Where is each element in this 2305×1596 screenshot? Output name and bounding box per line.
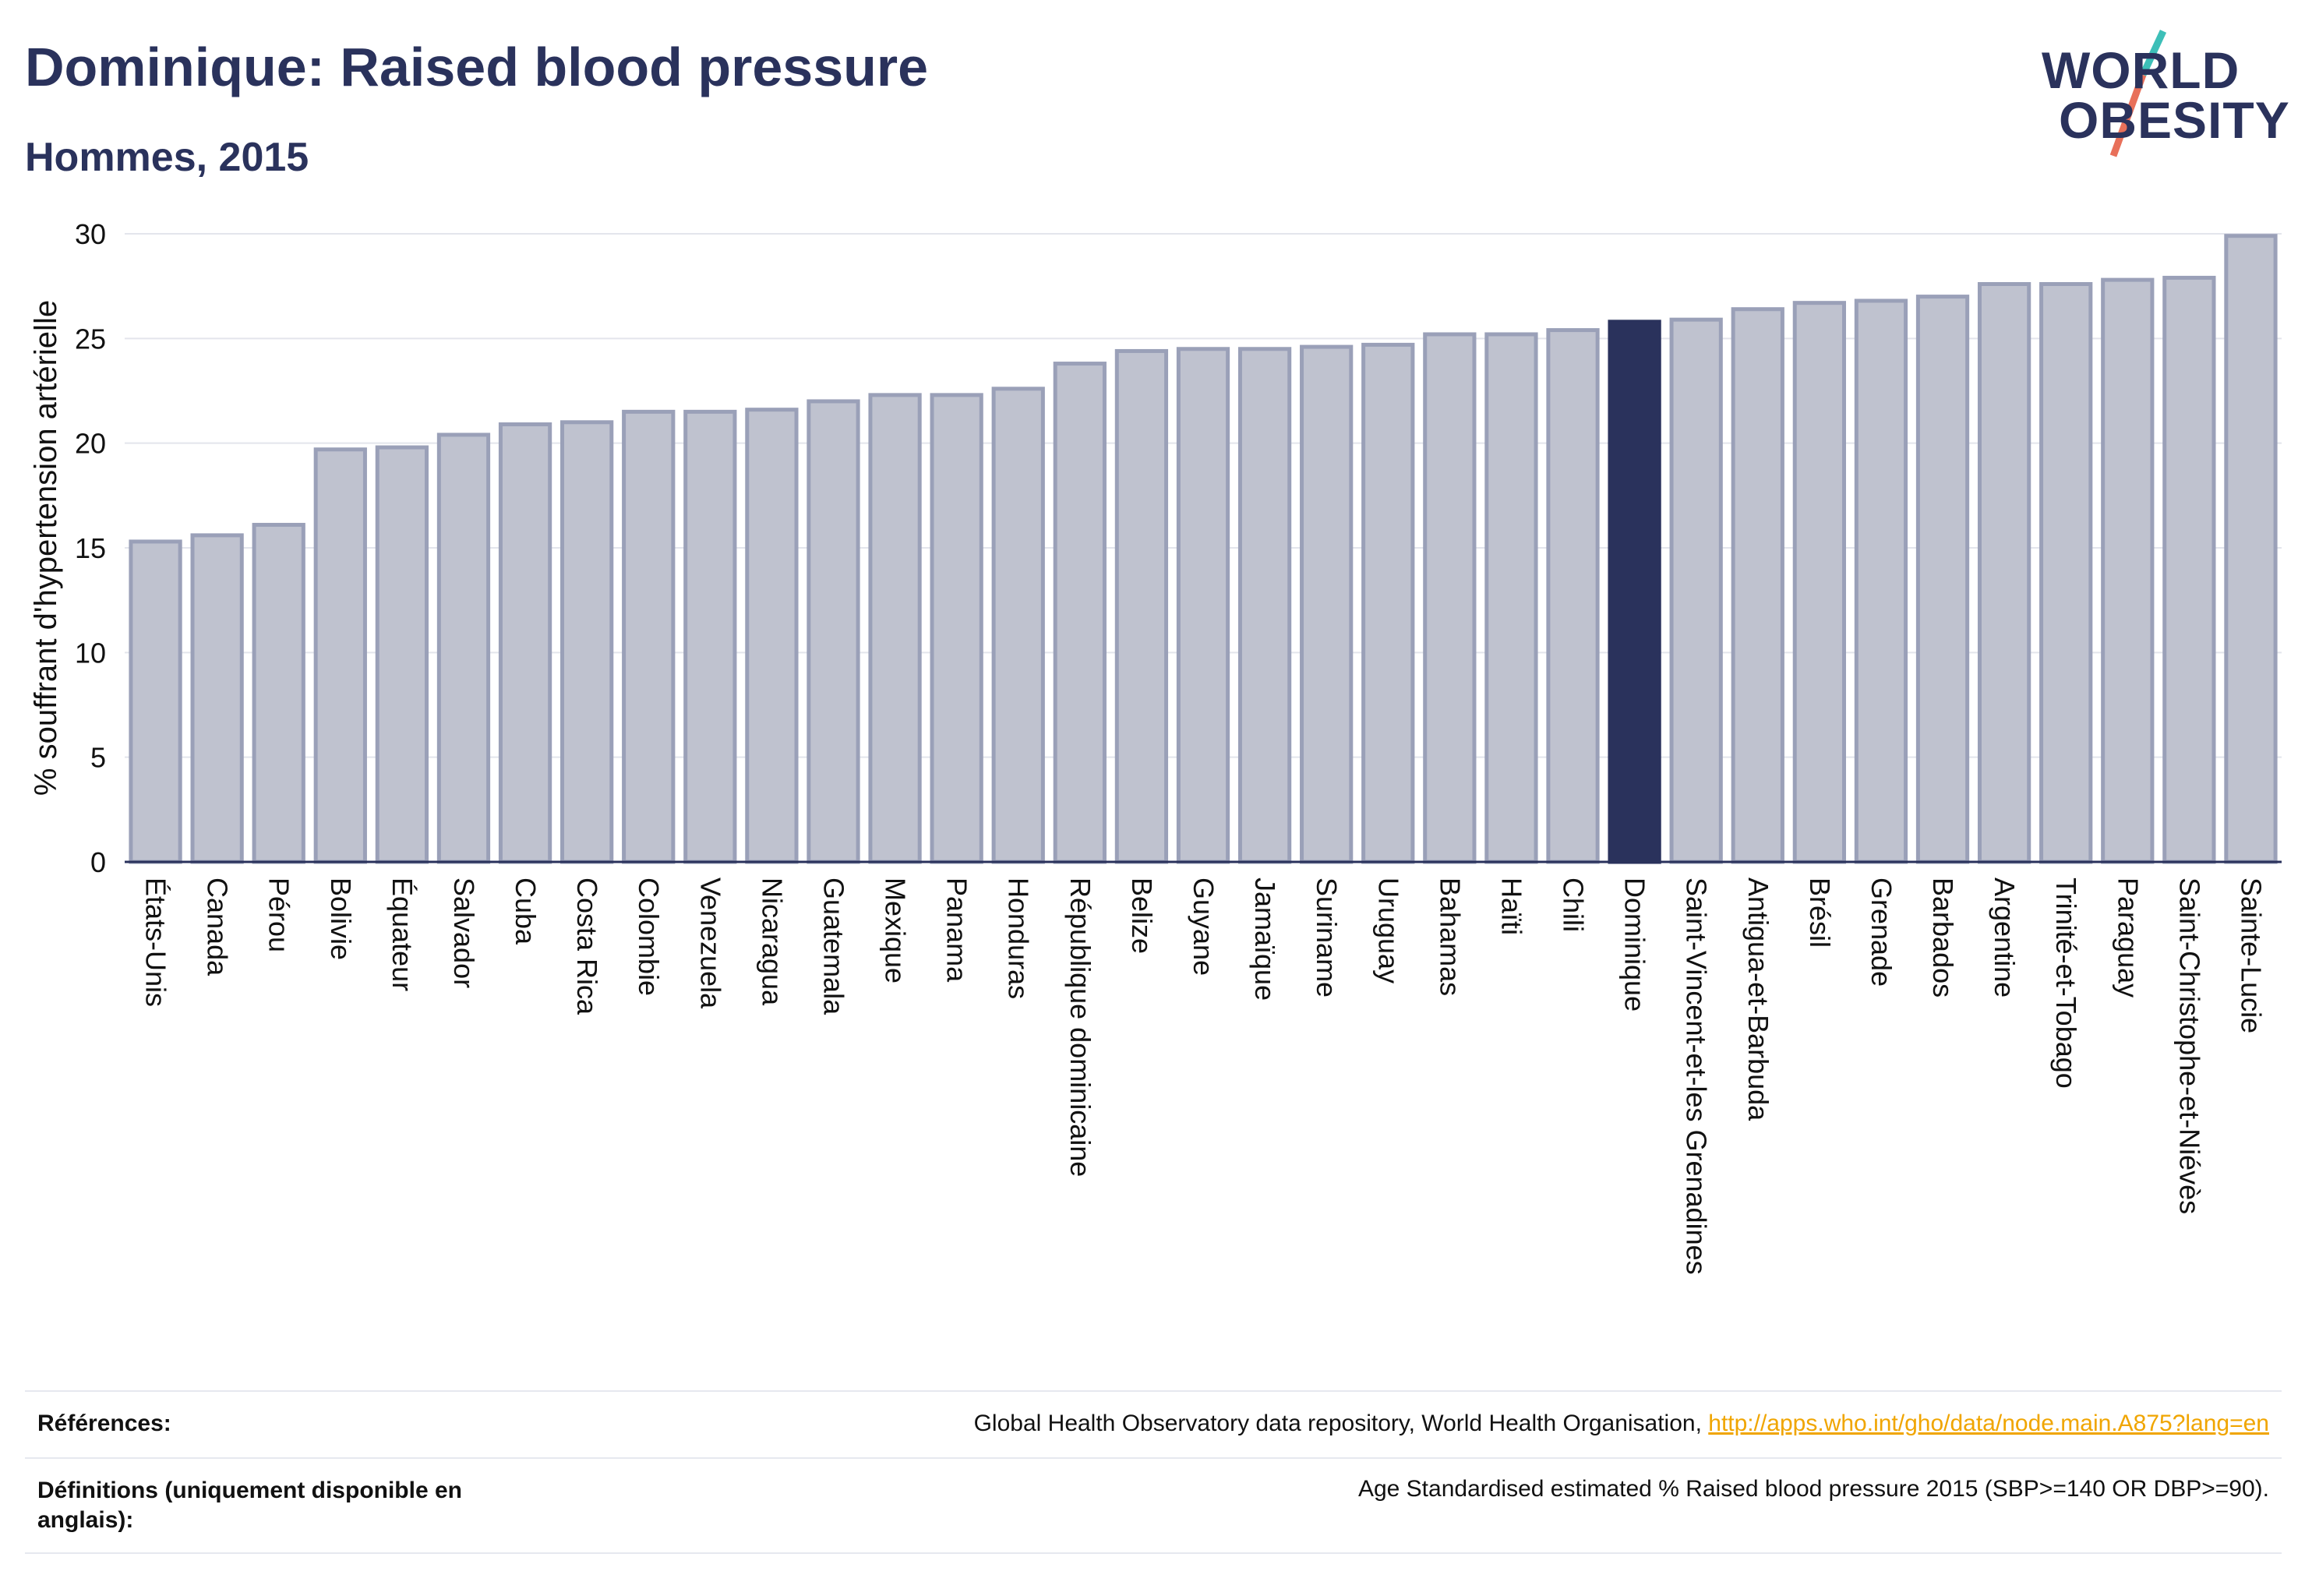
logo-text-obesity: OBESITY [2059,91,2290,149]
bar [1423,332,1477,864]
y-tick-label: 0 [90,846,106,878]
x-tick-label: Colombie [633,877,665,996]
references-value: Global Health Observatory data repositor… [974,1411,2269,1437]
chart-subtitle: Hommes, 2015 [25,135,309,180]
bar [1176,347,1230,864]
x-tick-label: Sainte-Lucie [2235,877,2267,1033]
x-tick-label: Barbados [1927,877,1959,998]
bar [129,539,182,864]
bar [1546,328,1600,864]
x-tick-label: Jamaïque [1249,877,1281,1001]
logo-text-world: WORLD [2042,41,2240,99]
bar [190,533,244,864]
x-tick-label: Argentine [1989,877,2021,998]
bar [1608,320,1661,864]
definitions-value: Age Standardised estimated % Raised bloo… [1357,1476,2269,1502]
x-tick-label: Uruguay [1372,877,1404,983]
bar [1669,317,1723,864]
bar [1053,362,1107,864]
x-tick-label: Panama [941,877,973,983]
bar [2101,277,2155,864]
definitions-label: Définitions (uniquement disponible en an… [37,1478,462,1533]
y-tick-label: 15 [75,532,106,564]
bar [375,445,429,864]
bar [1977,281,2031,864]
bar [1792,301,1846,864]
x-tick-label: Suriname [1311,877,1343,998]
x-tick-label: Honduras [1003,877,1035,999]
x-tick-label: Équateur [387,877,418,991]
bar [868,393,922,864]
x-tick-label: Guatemala [817,877,849,1015]
bar [2162,275,2216,864]
bar [683,409,737,864]
x-tick-label: Mexique [880,877,912,983]
bar-chart: 0 5 10 15 20 25 30 % souffrant d'hypertension a… [29,218,2282,1275]
x-tick-label: Costa Rica [571,877,603,1015]
y-tick-label: 25 [75,323,106,355]
x-tick-label: Saint-Christophe-et-Niévès [2173,877,2205,1214]
bar [252,522,305,864]
x-tick-label: Bahamas [1434,877,1466,996]
x-tick-label: Bolivie [325,877,357,960]
bar [1731,307,1784,864]
x-tick-label: Salvador [448,877,480,988]
bar [930,393,983,864]
references-row: Références: Global Health Observatory da… [25,1390,2282,1457]
bar [436,433,491,864]
references-link[interactable]: http://apps.who.int/gho/data/node.main.A… [1708,1411,2269,1436]
bar [560,420,614,864]
x-tick-label: Brésil [1804,877,1836,948]
y-tick-label: 20 [75,428,106,460]
chart-title: Dominique: Raised blood pressure [25,37,929,97]
bar [1854,298,1908,864]
bar [745,408,799,864]
bar [991,387,1045,864]
x-tick-label: Canada [202,877,234,976]
x-tick-label: République dominicaine [1064,877,1096,1177]
x-tick-label: Saint-Vincent-et-les Grenadines [1681,877,1713,1275]
x-tick-label: Venezuela [694,877,726,1009]
x-tick-label: Belize [1126,877,1158,954]
x-tick-label: Paraguay [2112,877,2144,998]
references-label: Références: [37,1411,171,1436]
bar [1300,344,1354,864]
x-tick-label: Cuba [510,877,542,945]
bar [498,422,552,864]
notes-section: Références: Global Health Observatory da… [25,1390,2282,1554]
logo-slash-icon [2109,30,2167,157]
bar [807,399,860,864]
bar [313,447,367,864]
y-tick-label: 30 [75,218,106,250]
x-tick-label: Grenade [1866,877,1897,987]
x-tick-label: Nicaragua [756,877,788,1006]
world-obesity-logo: WORLD OBESITY [2026,23,2291,164]
bar [1114,348,1169,864]
bar [1361,342,1415,864]
bar [1915,295,1970,864]
bar [2224,234,2278,864]
x-tick-label: Trinité-et-Tobago [2050,877,2082,1089]
x-tick-label: Antigua-et-Barbuda [1742,877,1774,1121]
definitions-row: Définitions (uniquement disponible en an… [25,1457,2282,1554]
x-tick-label: Chili [1558,877,1590,932]
x-tick-label: Dominique [1619,877,1651,1012]
bar [1484,332,1538,864]
bar [622,409,676,864]
y-tick-label: 5 [90,742,106,774]
x-tick-label: Haïti [1495,877,1527,935]
bar [1237,347,1292,864]
y-tick-label: 10 [75,637,106,669]
references-text: Global Health Observatory data repositor… [973,1411,1709,1436]
x-tick-label: États-Unis [140,877,172,1007]
y-axis-label: % souffrant d'hypertension artérielle [29,300,63,796]
x-tick-label: Guyane [1188,877,1220,976]
x-tick-label: Pérou [263,877,295,952]
bar [2039,281,2093,864]
